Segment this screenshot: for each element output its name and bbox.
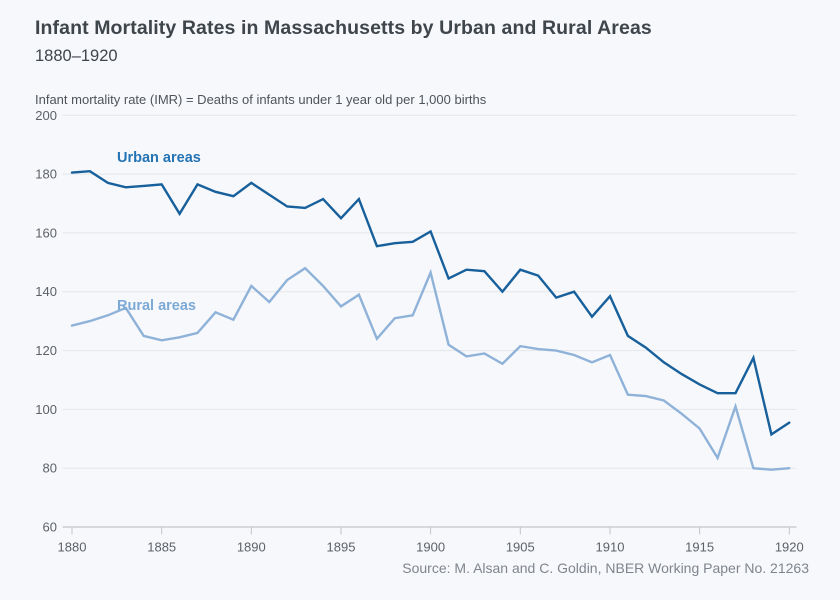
- series-label-urban: Urban areas: [117, 150, 201, 166]
- x-tick-label-1885: 1885: [147, 540, 176, 555]
- x-tick-label-1895: 1895: [327, 540, 356, 555]
- x-tick-label-1890: 1890: [237, 540, 266, 555]
- y-tick-label-80: 80: [43, 461, 57, 476]
- y-tick-label-140: 140: [35, 284, 57, 299]
- y-tick-label-100: 100: [35, 402, 57, 417]
- y-tick-label-120: 120: [35, 343, 57, 358]
- y-tick-label-180: 180: [35, 167, 57, 182]
- x-tick-label-1910: 1910: [596, 540, 625, 555]
- chart-subtitle: 1880–1920: [35, 47, 118, 65]
- y-tick-label-200: 200: [35, 108, 57, 123]
- x-tick-label-1900: 1900: [416, 540, 445, 555]
- series-label-rural: Rural areas: [117, 298, 196, 314]
- urban-areas-line: [70, 169, 791, 437]
- y-tick-label-60: 60: [43, 520, 57, 535]
- x-tick-label-1920: 1920: [775, 540, 804, 555]
- source-credit: Source: M. Alsan and C. Goldin, NBER Wor…: [402, 560, 809, 576]
- x-tick-label-1905: 1905: [506, 540, 535, 555]
- chart-title: Infant Mortality Rates in Massachusetts …: [35, 17, 652, 39]
- x-tick-label-1880: 1880: [58, 540, 87, 555]
- y-axis-definition-note: Infant mortality rate (IMR) = Deaths of …: [35, 92, 487, 107]
- x-tick-label-1915: 1915: [685, 540, 714, 555]
- y-tick-label-160: 160: [35, 225, 57, 240]
- rural-areas-line: [70, 266, 791, 471]
